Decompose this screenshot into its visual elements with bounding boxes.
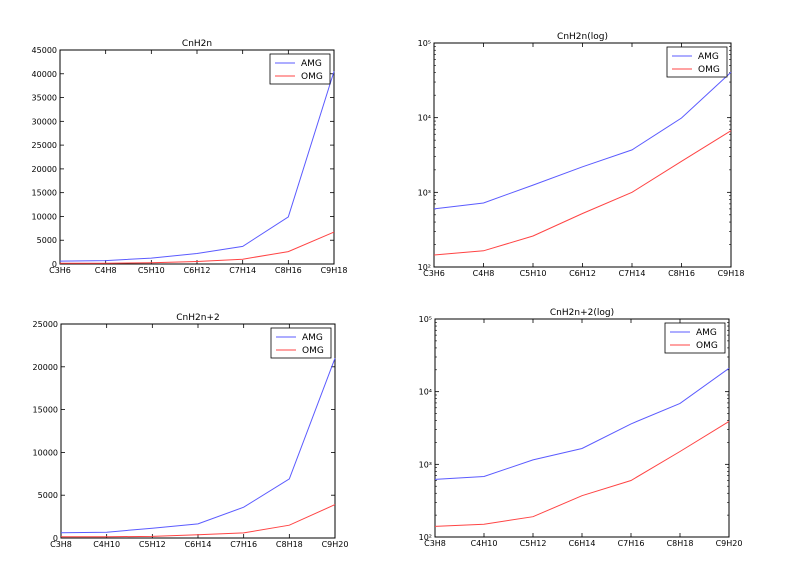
x-tick-label: C8H18 <box>667 539 694 548</box>
series-line-omg <box>433 130 732 256</box>
x-tick-label: C7H16 <box>230 540 257 549</box>
y-tick-label: 5000 <box>37 236 57 245</box>
x-tick-label: C6H12 <box>184 266 211 275</box>
x-tick-label: C4H10 <box>93 540 120 549</box>
x-tick-label: C8H18 <box>276 540 303 549</box>
x-tick-label: C3H6 <box>49 266 71 275</box>
legend-label: AMG <box>302 333 323 343</box>
legend-label: OMG <box>301 72 323 82</box>
legend-label: AMG <box>301 59 322 69</box>
chart-title: CnH2n <box>182 39 212 49</box>
y-tick-label: 10000 <box>33 448 58 457</box>
y-tick-label: 10² <box>419 533 432 542</box>
y-tick-label: 10⁵ <box>419 315 432 324</box>
y-tick-label: 5000 <box>38 491 58 500</box>
chart-panel-4: CnH2n+2(log) C3H8 C4H10 C5H12 C6H14 C7H16 C8H1… <box>419 308 743 548</box>
series-line-omg <box>59 231 335 264</box>
legend-box <box>666 46 728 78</box>
legend-label: AMG <box>696 328 717 338</box>
y-tick-label: 10000 <box>32 212 57 221</box>
y-tick-label: 10⁴ <box>419 388 432 397</box>
legend-label: AMG <box>698 52 719 62</box>
x-tick-label: C3H8 <box>424 539 446 548</box>
x-tick-label: C4H10 <box>471 539 498 548</box>
legend-label: OMG <box>302 346 324 356</box>
legend-box <box>270 327 332 359</box>
x-tick-label: C4H8 <box>473 269 495 278</box>
x-tick-label: C6H14 <box>569 539 596 548</box>
x-tick-label: C6H12 <box>569 269 596 278</box>
y-tick-label: 0 <box>52 260 57 269</box>
x-tick-label: C5H12 <box>139 540 166 549</box>
y-tick-label: 35000 <box>32 94 57 103</box>
legend-label: OMG <box>696 341 718 351</box>
y-tick-label: 10⁵ <box>418 39 431 48</box>
y-tick-label: 20000 <box>32 165 57 174</box>
x-tick-label: C3H6 <box>423 269 445 278</box>
y-tick-label: 45000 <box>32 46 57 55</box>
y-tick-label: 30000 <box>32 117 57 126</box>
series-line-amg <box>433 71 732 210</box>
y-tick-label: 10³ <box>419 460 432 469</box>
series-line-amg <box>59 71 335 262</box>
x-tick-label: C6H14 <box>185 540 212 549</box>
y-tick-label: 10² <box>418 263 431 272</box>
x-tick-label: C8H16 <box>668 269 695 278</box>
x-tick-label: C9H18 <box>718 269 745 278</box>
y-tick-label: 25000 <box>33 320 58 329</box>
x-tick-label: C5H12 <box>520 539 547 548</box>
x-tick-label: C5H10 <box>520 269 547 278</box>
x-tick-label: C8H16 <box>275 266 302 275</box>
chart-panel-1: CnH2n C3H6 C4H8 C5H10 C6H12 C7H14 C8H16 C9H18 0 5… <box>32 39 348 275</box>
y-tick-label: 10⁴ <box>418 114 431 123</box>
chart-title: CnH2n(log) <box>557 32 608 42</box>
chart-panel-2: CnH2n(log) C3H6 C4H8 C5H10 C6H12 C7H14 C8H16 C9… <box>418 32 745 278</box>
series-line-amg <box>434 367 730 480</box>
y-tick-label: 10³ <box>418 188 431 197</box>
y-tick-label: 25000 <box>32 141 57 150</box>
legend-box <box>664 322 726 354</box>
x-tick-label: C7H14 <box>619 269 646 278</box>
x-tick-label: C7H14 <box>229 266 256 275</box>
legend-label: OMG <box>698 65 720 75</box>
chart-title: CnH2n+2 <box>176 313 219 323</box>
series-line-omg <box>434 420 730 527</box>
y-tick-label: 20000 <box>33 363 58 372</box>
x-tick-label: C3H8 <box>50 540 72 549</box>
legend-box <box>269 53 331 85</box>
x-tick-label: C5H10 <box>138 266 165 275</box>
x-tick-label: C7H16 <box>618 539 645 548</box>
chart-title: CnH2n+2(log) <box>550 308 614 318</box>
y-tick-label: 40000 <box>32 70 57 79</box>
chart-panel-3: CnH2n+2 C3H8 C4H10 C5H12 C6H14 C7H16 C8H18 C9H2… <box>33 313 349 549</box>
x-tick-label: C4H8 <box>95 266 117 275</box>
x-tick-label: C9H20 <box>322 540 349 549</box>
y-tick-label: 15000 <box>33 406 58 415</box>
series-line-amg <box>60 358 336 534</box>
y-tick-label: 15000 <box>32 189 57 198</box>
x-tick-label: C9H20 <box>716 539 743 548</box>
series-line-omg <box>60 504 336 538</box>
y-tick-label: 0 <box>53 534 58 543</box>
x-tick-label: C9H18 <box>321 266 348 275</box>
